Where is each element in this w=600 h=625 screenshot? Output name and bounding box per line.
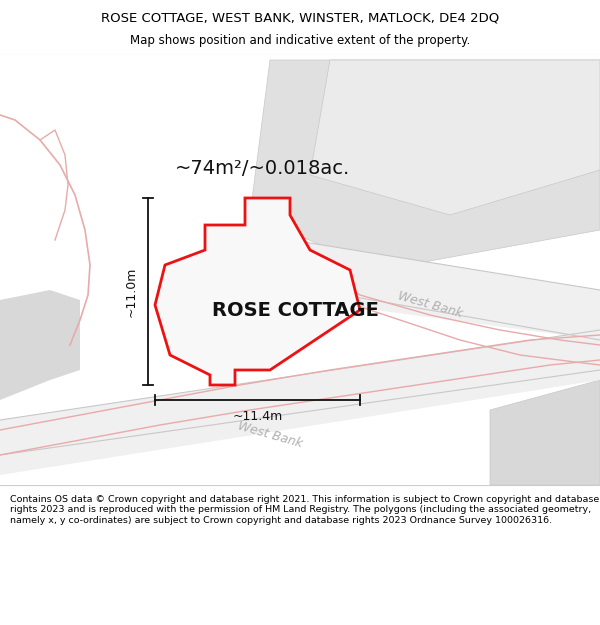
Text: ~11.0m: ~11.0m (125, 266, 138, 317)
Text: West Bank: West Bank (396, 289, 464, 321)
Text: ~74m²/~0.018ac.: ~74m²/~0.018ac. (175, 159, 350, 177)
Polygon shape (0, 290, 80, 400)
Text: ~11.4m: ~11.4m (232, 410, 283, 423)
Text: Map shows position and indicative extent of the property.: Map shows position and indicative extent… (130, 34, 470, 47)
Polygon shape (0, 330, 600, 475)
Text: ROSE COTTAGE: ROSE COTTAGE (212, 301, 379, 319)
Polygon shape (155, 198, 360, 385)
Polygon shape (310, 60, 600, 215)
Text: ROSE COTTAGE, WEST BANK, WINSTER, MATLOCK, DE4 2DQ: ROSE COTTAGE, WEST BANK, WINSTER, MATLOC… (101, 11, 499, 24)
Text: West Bank: West Bank (236, 419, 304, 451)
Text: Contains OS data © Crown copyright and database right 2021. This information is : Contains OS data © Crown copyright and d… (10, 495, 599, 524)
Polygon shape (490, 380, 600, 485)
Polygon shape (230, 230, 600, 340)
Polygon shape (250, 60, 600, 270)
